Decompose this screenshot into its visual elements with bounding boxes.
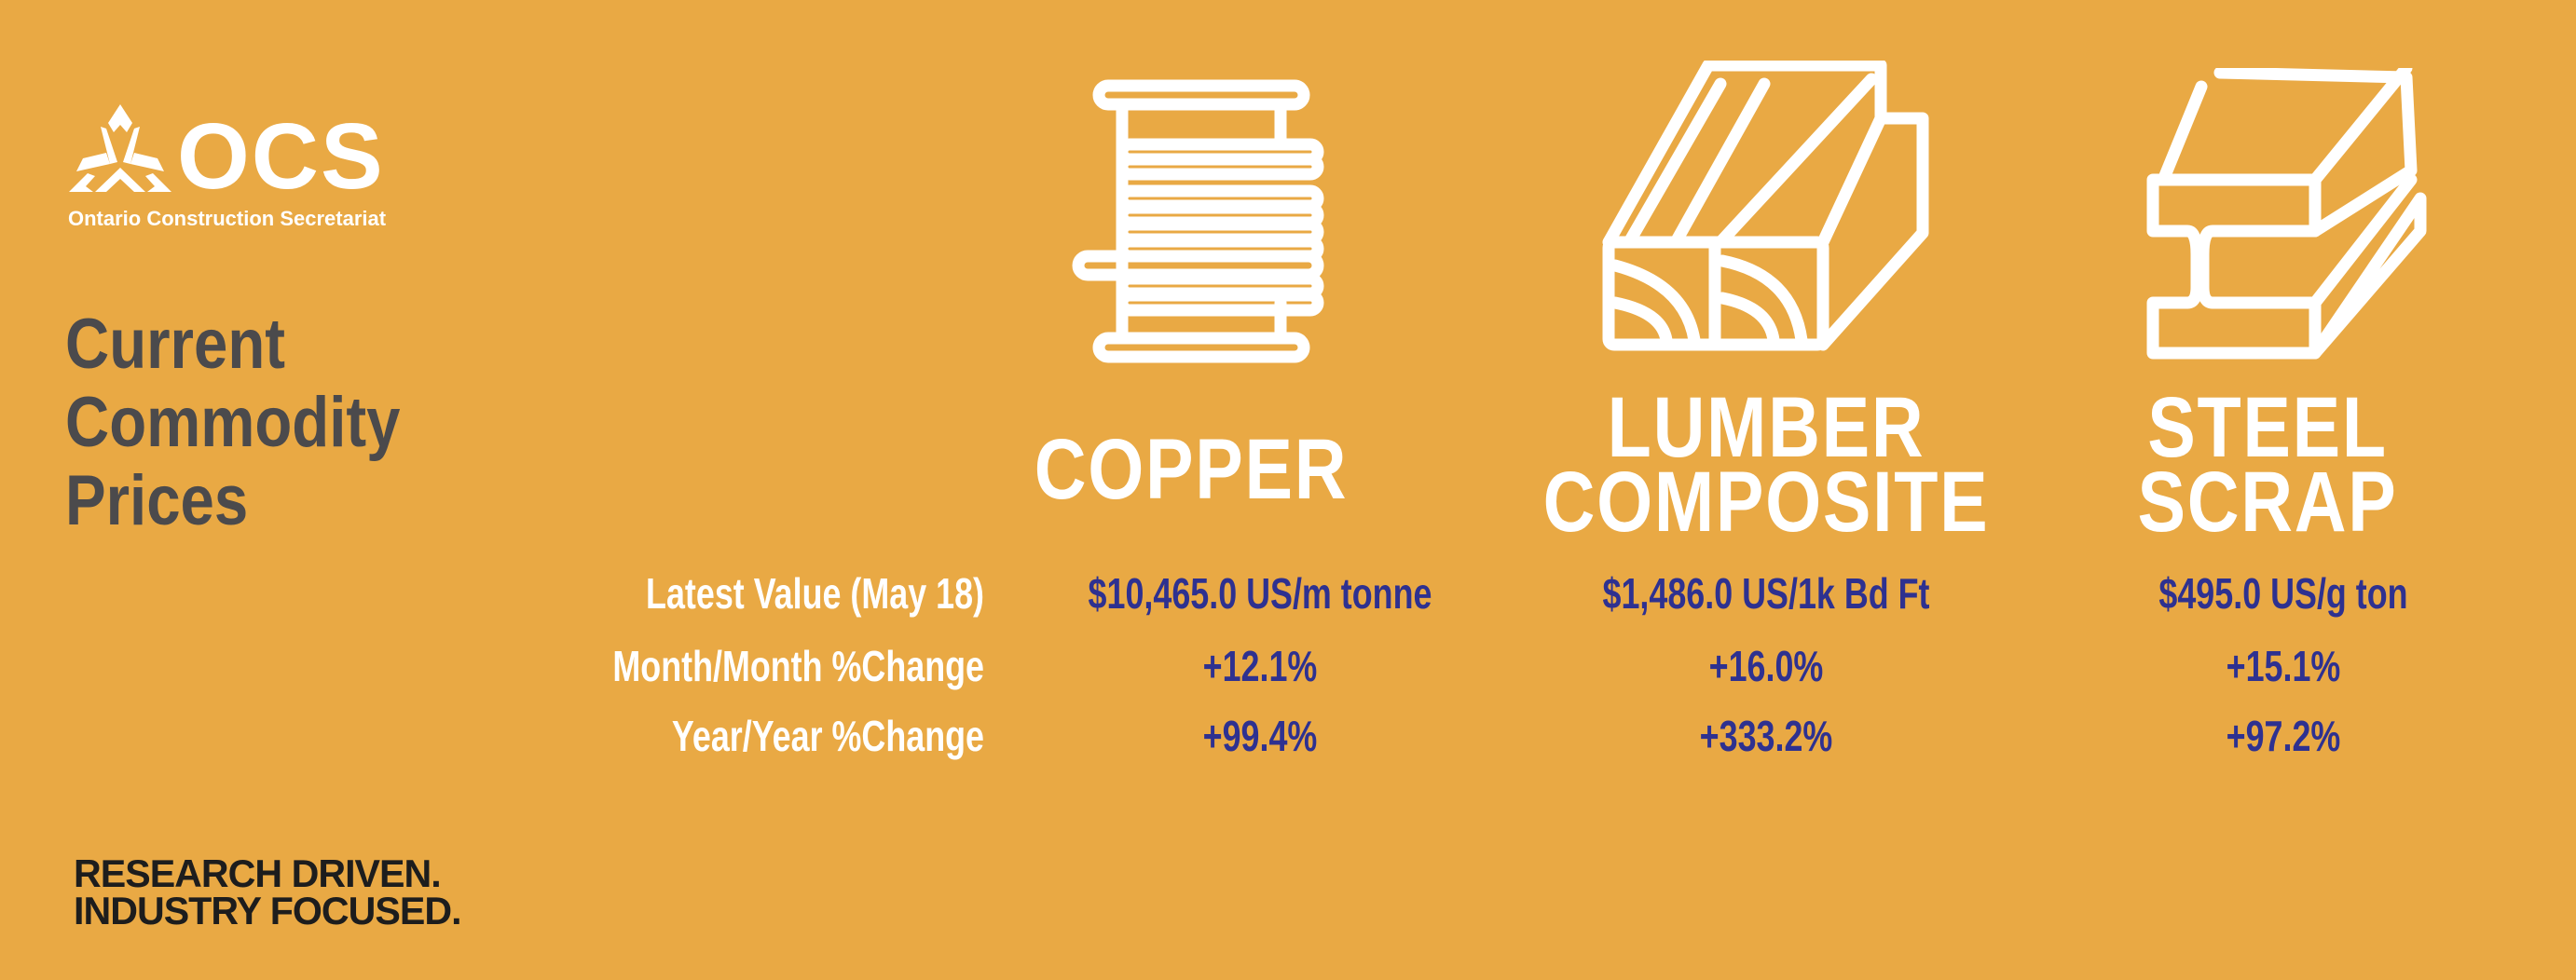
row-label-yoy: Year/Year %Change [671,712,984,760]
ocs-logo-mark-icon [69,104,171,192]
wire-spool-icon [1072,79,1324,363]
steel-latest-value: $495.0 US/g ton [2158,569,2408,618]
title-line: Commodity [65,383,401,462]
commodity-name-line: SCRAP [2137,455,2398,550]
commodity-name-line: COPPER [1034,422,1349,517]
lumber-latest-value: $1,486.0 US/1k Bd Ft [1602,569,1930,618]
lumber-icon [1602,61,1929,351]
tagline: RESEARCH DRIVEN. INDUSTRY FOCUSED. [74,851,462,932]
logo-wordmark: OCS [177,104,385,209]
steel-beam-icon [2146,68,2427,360]
lumber-yoy-change: +333.2% [1699,712,1833,760]
title-line: Prices [65,461,249,540]
commodity-name-line: LUMBER [1607,380,1925,475]
commodity-name-steel: STEEL SCRAP [2033,380,2502,550]
commodity-name-line: STEEL [2147,380,2388,475]
row-label-mom: Month/Month %Change [612,642,984,690]
copper-yoy-change: +99.4% [1202,712,1318,760]
tagline-line: RESEARCH DRIVEN. [74,851,442,895]
lumber-mom-change: +16.0% [1708,642,1824,690]
page-title: Current Commodity Prices [65,306,400,540]
row-label-latest: Latest Value (May 18) [646,569,984,618]
commodity-name-line: COMPOSITE [1542,455,1990,550]
copper-mom-change: +12.1% [1202,642,1318,690]
commodity-name-lumber: LUMBER COMPOSITE [1531,380,2001,550]
copper-latest-value: $10,465.0 US/m tonne [1088,569,1432,618]
title-line: Current [65,305,286,384]
steel-yoy-change: +97.2% [2226,712,2341,760]
ocs-logo [69,104,176,202]
commodity-name-copper: COPPER [956,422,1426,517]
tagline-line: INDUSTRY FOCUSED. [74,889,462,932]
org-name: Ontario Construction Secretariat [68,207,387,230]
steel-mom-change: +15.1% [2226,642,2341,690]
